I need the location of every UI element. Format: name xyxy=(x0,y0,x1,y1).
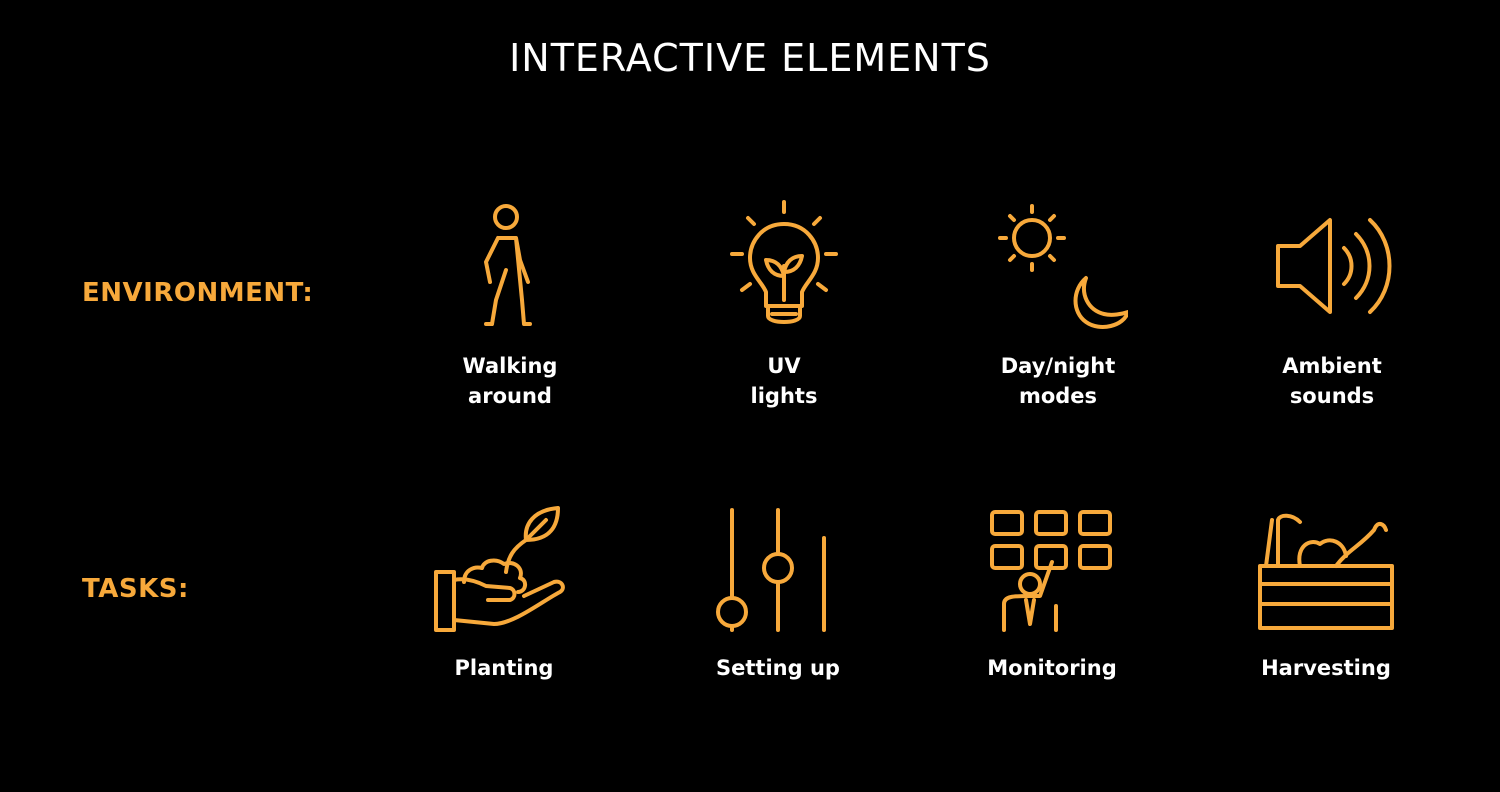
planting-item[interactable]: Planting xyxy=(384,500,624,683)
vegetable-crate-icon xyxy=(1258,513,1394,630)
page-title: INTERACTIVE ELEMENTS xyxy=(509,36,991,80)
walking-person-icon xyxy=(484,204,532,326)
setting-up-label: Setting up xyxy=(716,656,840,680)
walking-around-label: Walking around xyxy=(462,354,558,408)
walking-around-item[interactable]: Walking around xyxy=(390,200,630,411)
uv-lights-label: UV lights xyxy=(750,354,818,408)
dashboard-person-icon xyxy=(990,510,1112,632)
day-night-modes-item[interactable]: Day/night modes xyxy=(938,200,1178,411)
day-night-modes-label: Day/night modes xyxy=(1000,354,1116,408)
environment-row-label: ENVIRONMENT: xyxy=(82,278,314,308)
harvesting-label: Harvesting xyxy=(1261,656,1391,680)
tasks-row-label: TASKS: xyxy=(82,574,189,604)
monitoring-item[interactable]: Monitoring xyxy=(932,500,1172,683)
sun-moon-icon xyxy=(998,204,1128,329)
speaker-icon xyxy=(1276,218,1392,314)
hand-sprout-icon xyxy=(434,506,565,632)
setting-up-item[interactable]: Setting up xyxy=(658,500,898,683)
monitoring-label: Monitoring xyxy=(987,656,1117,680)
harvesting-item[interactable]: Harvesting xyxy=(1206,500,1446,683)
sliders-icon xyxy=(716,508,826,632)
ambient-sounds-label: Ambient sounds xyxy=(1282,354,1382,408)
plant-bulb-icon xyxy=(730,200,838,324)
uv-lights-item[interactable]: UV lights xyxy=(664,200,904,411)
ambient-sounds-item[interactable]: Ambient sounds xyxy=(1212,200,1452,411)
planting-label: Planting xyxy=(454,656,554,680)
